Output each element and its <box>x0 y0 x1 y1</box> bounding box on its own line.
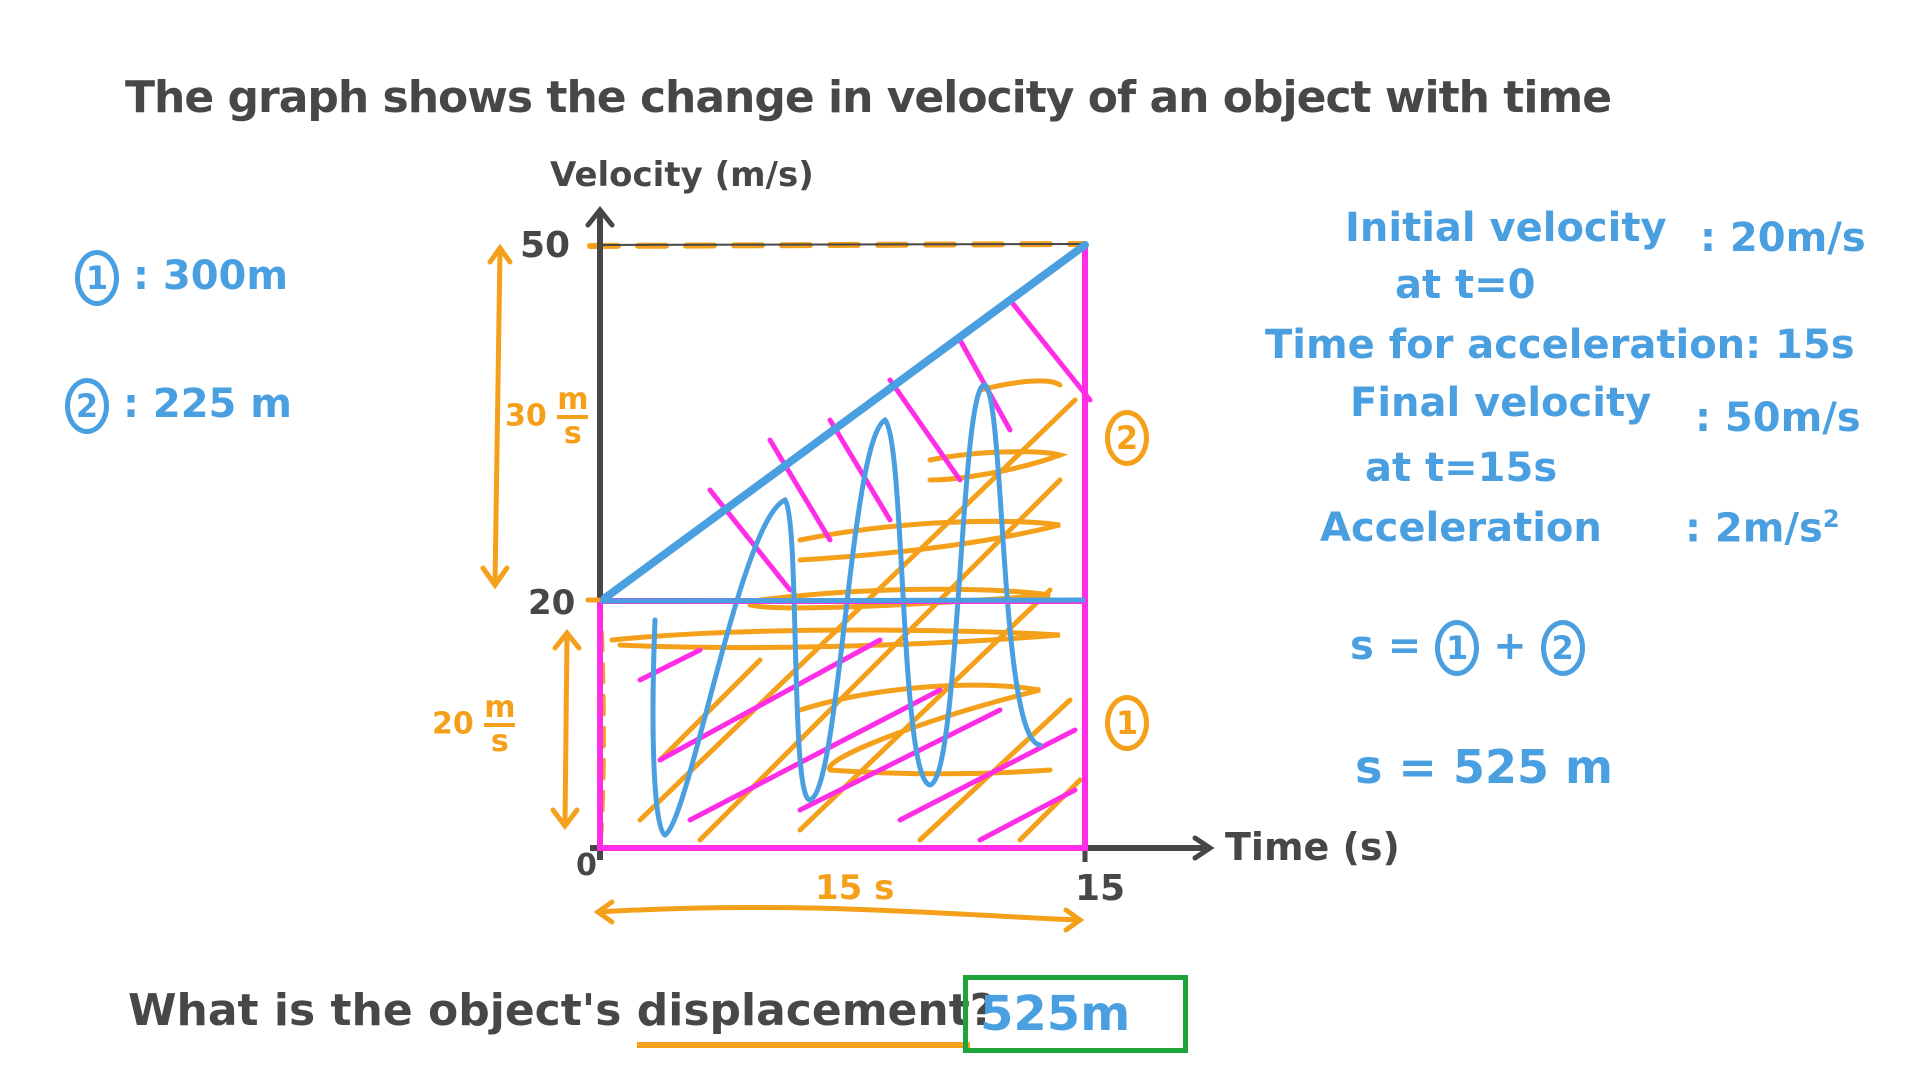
dim-15s-arrow <box>595 904 1083 923</box>
region-2-label: 2 <box>1105 410 1149 466</box>
y-tick-50: 50 <box>520 225 571 266</box>
top-guide-line <box>599 243 1086 246</box>
result-region-1: 1 : 300m <box>75 250 288 306</box>
dim-30-label: 30 m s <box>505 382 589 451</box>
answer-box: 525m <box>963 975 1188 1053</box>
dimension-arrows <box>480 243 1085 933</box>
final-velocity-label: Final velocity <box>1350 380 1652 426</box>
acceleration-label: Acceleration <box>1320 505 1602 551</box>
region-2-marker: 2 <box>65 378 109 434</box>
sum-equation: s = 1 + 2 <box>1350 620 1585 676</box>
y-axis-arrow-icon <box>585 205 615 228</box>
v20-line <box>599 597 1086 604</box>
velocity-line <box>601 241 1089 602</box>
y-tick-20: 20 <box>528 583 576 623</box>
final-velocity-value: : 50m/s <box>1695 395 1861 441</box>
time-for-acceleration: Time for acceleration: 15s <box>1265 322 1855 368</box>
x-tick-0: 0 <box>576 848 597 883</box>
initial-velocity-value: : 20m/s <box>1700 215 1866 261</box>
dim-20-label: 20 m s <box>432 690 516 759</box>
dim-30-arrow <box>492 247 503 588</box>
region-1-value: : 300m <box>132 253 289 299</box>
result-equation: s = 525 m <box>1355 740 1613 794</box>
result-region-2: 2 : 225 m <box>65 378 292 434</box>
final-velocity-sub: at t=15s <box>1365 445 1558 491</box>
question-intro: The graph shows the change in velocity o… <box>125 72 1612 123</box>
region-1-label: 1 <box>1105 695 1149 751</box>
initial-velocity-label: Initial velocity <box>1345 205 1667 251</box>
dim-20-arrow <box>562 632 570 828</box>
dim-15s-label: 15 s <box>815 868 895 908</box>
blue-scribble <box>650 382 1043 838</box>
x-axis-label: Time (s) <box>1225 825 1400 869</box>
region-2-value: : 225 m <box>122 381 292 427</box>
x-axis-arrow-icon <box>1192 835 1215 861</box>
x-tick-15: 15 <box>1075 868 1126 909</box>
acceleration-value: : 2m/s2 <box>1685 505 1840 552</box>
initial-velocity-sub: at t=0 <box>1395 262 1536 308</box>
y-axis-label: Velocity (m/s) <box>550 155 814 195</box>
region-1-marker: 1 <box>75 250 119 306</box>
keyword-displacement: displacement <box>636 985 970 1048</box>
question-prompt: What is the object's displacement? <box>128 985 995 1048</box>
answer-value: 525m <box>980 986 1131 1042</box>
